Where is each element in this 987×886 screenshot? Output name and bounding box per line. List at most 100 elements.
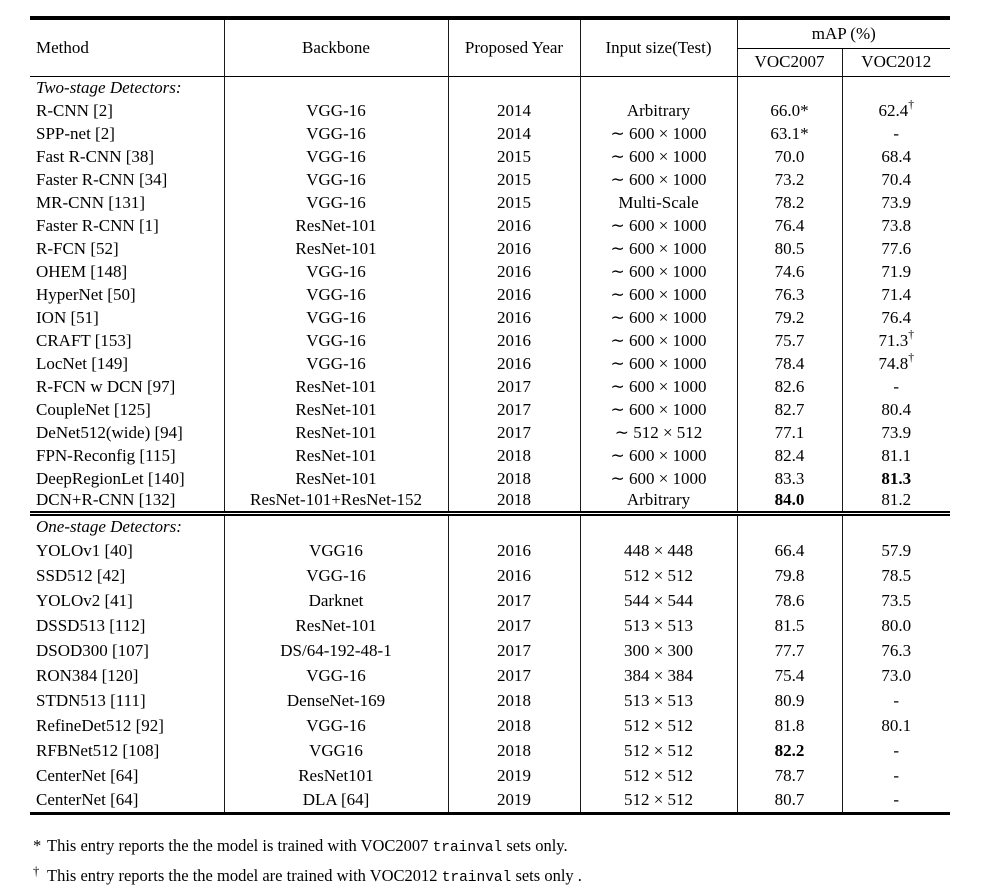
cell-voc2012: 70.4 bbox=[841, 168, 950, 191]
cell-voc2007: 82.6 bbox=[736, 375, 842, 398]
empty-cell bbox=[736, 513, 842, 538]
table-row: CenterNet [64] DLA [64] 2019 512 × 512 80.7- bbox=[30, 788, 950, 813]
cell-voc2012: 71.9 bbox=[841, 260, 950, 283]
table-row: MR-CNN [131] VGG-16 2015 Multi-Scale 78.2 73.… bbox=[30, 191, 950, 214]
cell-backbone: ResNet-101 bbox=[223, 398, 448, 421]
cell-voc2007: 77.7 bbox=[736, 638, 842, 663]
map-value: 82.2 bbox=[774, 740, 805, 760]
table-row: OHEM [148] VGG-16 2016 ∼ 600 × 1000 74.6 71.9 bbox=[30, 260, 950, 283]
table-row: DeepRegionLet [140] ResNet-101 2018 ∼ 600 ×… bbox=[30, 467, 950, 490]
cell-year: 2017 bbox=[447, 588, 580, 613]
cell-method: DCN+R-CNN [132] bbox=[36, 490, 176, 510]
cell-method: R-FCN [52] bbox=[36, 238, 119, 258]
cell-voc2012: 71.3† bbox=[841, 329, 950, 352]
cell-year: 2015 bbox=[447, 168, 580, 191]
cell-voc2012: 81.1 bbox=[841, 444, 950, 467]
cell-input: ∼ 600 × 1000 bbox=[579, 260, 737, 283]
cell-voc2012: 71.4 bbox=[841, 283, 950, 306]
cell-voc2007: 77.1 bbox=[736, 421, 842, 444]
section-label: One-stage Detectors: bbox=[36, 516, 182, 536]
cell-backbone: VGG-16 bbox=[223, 168, 448, 191]
cell-input: 512 × 512 bbox=[579, 788, 737, 813]
cell-voc2012: 68.4 bbox=[841, 145, 950, 168]
empty-cell bbox=[736, 76, 842, 99]
cell-year: 2016 bbox=[447, 329, 580, 352]
header-proposed-year: Proposed Year bbox=[447, 18, 580, 76]
table-row: YOLOv2 [41] Darknet 2017 544 × 544 78.6 73.5 bbox=[30, 588, 950, 613]
cell-method: YOLOv2 [41] bbox=[36, 590, 133, 610]
cell-backbone: VGG-16 bbox=[223, 99, 448, 122]
cell-voc2007: 63.1* bbox=[736, 122, 842, 145]
cell-backbone: VGG-16 bbox=[223, 306, 448, 329]
cell-voc2012: 73.0 bbox=[841, 663, 950, 688]
cell-backbone: VGG-16 bbox=[223, 352, 448, 375]
cell-voc2012: 73.9 bbox=[841, 421, 950, 444]
cell-input: ∼ 600 × 1000 bbox=[579, 467, 737, 490]
cell-method: RefineDet512 [92] bbox=[36, 715, 164, 735]
footnote-text: sets only. bbox=[506, 836, 568, 855]
cell-method: SPP-net [2] bbox=[36, 123, 115, 143]
cell-year: 2018 bbox=[447, 738, 580, 763]
cell-year: 2015 bbox=[447, 145, 580, 168]
table-row: ION [51] VGG-16 2016 ∼ 600 × 1000 79.2 76.4 bbox=[30, 306, 950, 329]
cell-input: 448 × 448 bbox=[579, 538, 737, 563]
cell-year: 2016 bbox=[447, 260, 580, 283]
cell-voc2007: 66.4 bbox=[736, 538, 842, 563]
cell-voc2007: 84.0 bbox=[736, 490, 842, 513]
cell-year: 2018 bbox=[447, 713, 580, 738]
cell-voc2007: 70.0 bbox=[736, 145, 842, 168]
cell-input: ∼ 600 × 1000 bbox=[579, 168, 737, 191]
table-row: Fast R-CNN [38] VGG-16 2015 ∼ 600 × 1000 70.… bbox=[30, 145, 950, 168]
table-row: CRAFT [153] VGG-16 2016 ∼ 600 × 1000 75.7 71.… bbox=[30, 329, 950, 352]
cell-year: 2017 bbox=[447, 638, 580, 663]
cell-method: CRAFT [153] bbox=[36, 330, 132, 350]
star-mark: * bbox=[33, 836, 42, 855]
cell-method: DSOD300 [107] bbox=[36, 640, 149, 660]
cell-voc2012: 62.4† bbox=[841, 99, 950, 122]
cell-input: 513 × 513 bbox=[579, 688, 737, 713]
cell-method: CoupleNet [125] bbox=[36, 399, 151, 419]
cell-method: OHEM [148] bbox=[36, 261, 128, 281]
cell-backbone: VGG-16 bbox=[223, 191, 448, 214]
map-value: 71.3 bbox=[878, 330, 909, 350]
cell-voc2012: 78.5 bbox=[841, 563, 950, 588]
cell-year: 2017 bbox=[447, 398, 580, 421]
cell-backbone: VGG-16 bbox=[223, 563, 448, 588]
cell-voc2012: - bbox=[841, 738, 950, 763]
header-map-group: mAP (%) bbox=[736, 18, 950, 49]
cell-method: R-CNN [2] bbox=[36, 100, 113, 120]
cell-input: ∼ 512 × 512 bbox=[579, 421, 737, 444]
cell-input: ∼ 600 × 1000 bbox=[579, 306, 737, 329]
cell-year: 2018 bbox=[447, 467, 580, 490]
cell-backbone: ResNet-101 bbox=[223, 421, 448, 444]
cell-voc2007: 73.2 bbox=[736, 168, 842, 191]
cell-year: 2019 bbox=[447, 788, 580, 813]
header-backbone: Backbone bbox=[223, 18, 448, 76]
cell-input: Multi-Scale bbox=[579, 191, 737, 214]
table-row: RefineDet512 [92] VGG-16 2018 512 × 512 81.8… bbox=[30, 713, 950, 738]
cell-backbone: VGG16 bbox=[223, 738, 448, 763]
cell-backbone: Darknet bbox=[223, 588, 448, 613]
cell-year: 2017 bbox=[447, 613, 580, 638]
table-row: YOLOv1 [40] VGG16 2016 448 × 448 66.4 57.9 bbox=[30, 538, 950, 563]
cell-year: 2014 bbox=[447, 122, 580, 145]
empty-cell bbox=[223, 513, 448, 538]
cell-year: 2018 bbox=[447, 688, 580, 713]
cell-backbone: DLA [64] bbox=[223, 788, 448, 813]
cell-year: 2018 bbox=[447, 444, 580, 467]
cell-input: ∼ 600 × 1000 bbox=[579, 237, 737, 260]
cell-voc2012: 73.5 bbox=[841, 588, 950, 613]
table-row: DSOD300 [107] DS/64-192-48-1 2017 300 × 300… bbox=[30, 638, 950, 663]
cell-voc2007: 79.2 bbox=[736, 306, 842, 329]
cell-input: ∼ 600 × 1000 bbox=[579, 122, 737, 145]
map-value: 63.1 bbox=[770, 123, 801, 143]
section-label: Two-stage Detectors: bbox=[36, 77, 182, 97]
cell-voc2007: 75.4 bbox=[736, 663, 842, 688]
cell-input: ∼ 600 × 1000 bbox=[579, 375, 737, 398]
cell-method: CenterNet [64] bbox=[36, 765, 139, 785]
cell-year: 2016 bbox=[447, 538, 580, 563]
cell-year: 2016 bbox=[447, 563, 580, 588]
cell-method: SSD512 [42] bbox=[36, 565, 126, 585]
dagger-mark: † bbox=[908, 329, 914, 341]
cell-year: 2017 bbox=[447, 663, 580, 688]
